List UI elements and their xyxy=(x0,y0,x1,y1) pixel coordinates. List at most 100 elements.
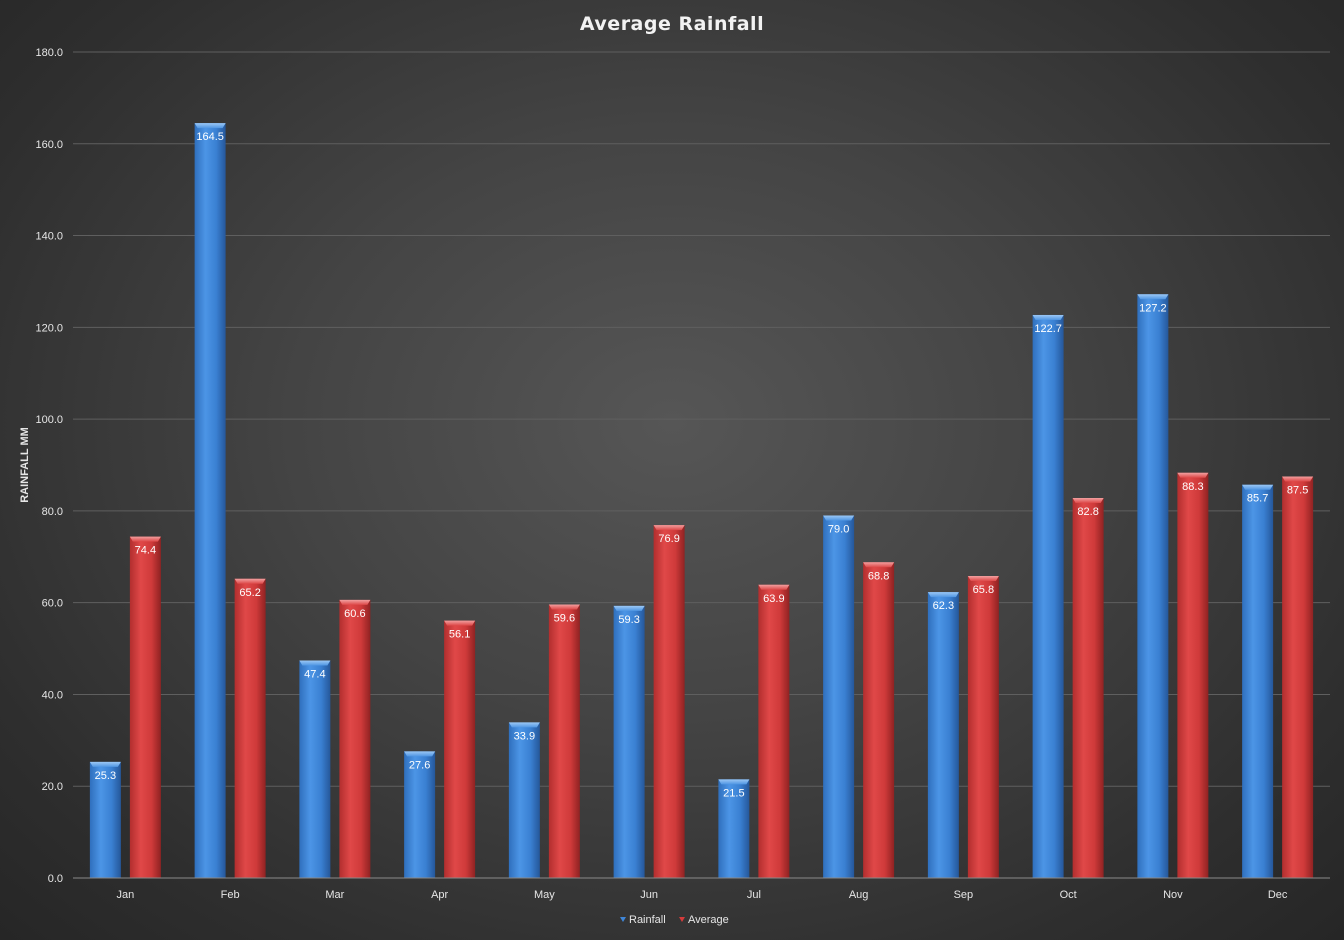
data-label-average: 68.8 xyxy=(868,570,889,582)
x-tick-label: Mar xyxy=(325,889,344,901)
y-tick-label: 40.0 xyxy=(42,689,63,701)
data-label-average: 65.2 xyxy=(239,587,260,599)
bar-average xyxy=(758,584,790,878)
bar-cap-rainfall xyxy=(823,515,855,521)
bar-average xyxy=(653,525,685,878)
bar-average xyxy=(967,576,999,878)
bar-rainfall xyxy=(1137,294,1169,878)
legend-label-rainfall: Rainfall xyxy=(629,914,666,926)
y-tick-label: 120.0 xyxy=(35,322,63,334)
bar-cap-rainfall xyxy=(718,779,750,785)
bar-average xyxy=(234,578,266,878)
y-axis-ticks: 0.0 20.0 40.0 60.0 80.0 100.0 120.0 140.0 160.0 1… xyxy=(35,47,63,885)
data-label-rainfall: 122.7 xyxy=(1034,323,1062,335)
bar-cap-average xyxy=(1177,472,1209,478)
bar-average xyxy=(1282,476,1314,878)
legend: Rainfall Average xyxy=(620,914,729,926)
legend-swatch-average xyxy=(679,917,685,922)
x-tick-label: Jun xyxy=(640,889,658,901)
grid-lines xyxy=(73,51,1330,787)
y-axis-label: RAINFALL MM xyxy=(19,427,31,503)
bar-cap-average xyxy=(758,584,790,590)
y-tick-label: 140.0 xyxy=(35,231,63,243)
data-label-rainfall: 25.3 xyxy=(95,770,116,782)
data-label-average: 87.5 xyxy=(1287,484,1308,496)
bar-cap-rainfall xyxy=(194,123,226,129)
bar-cap-rainfall xyxy=(508,722,540,728)
bar-average xyxy=(129,536,161,878)
y-tick-label: 20.0 xyxy=(42,781,63,793)
bars: 25.3 74.4 164.5 65.2 47.4 60.6 27.6 56.1 33.9 59.… xyxy=(89,123,1314,878)
bar-average xyxy=(1177,472,1209,878)
data-label-rainfall: 62.3 xyxy=(933,600,954,612)
bar-cap-average xyxy=(444,620,476,626)
data-label-rainfall: 33.9 xyxy=(514,730,535,742)
bar-rainfall xyxy=(1242,484,1274,878)
x-tick-label: Oct xyxy=(1060,889,1077,901)
bar-average xyxy=(1072,498,1104,878)
x-axis-ticks: Jan Feb Mar Apr May Jun Jul Aug Sep Oct Nov Dec xyxy=(117,889,1288,901)
bar-rainfall xyxy=(194,123,226,878)
bar-cap-rainfall xyxy=(89,761,121,767)
data-label-average: 56.1 xyxy=(449,629,470,641)
y-tick-label: 100.0 xyxy=(35,414,63,426)
x-tick-label: Dec xyxy=(1268,889,1288,901)
bar-cap-average xyxy=(129,536,161,542)
data-label-rainfall: 164.5 xyxy=(196,131,224,143)
x-tick-label: Jul xyxy=(747,889,761,901)
x-tick-label: Apr xyxy=(431,889,448,901)
y-tick-label: 160.0 xyxy=(35,139,63,151)
data-label-rainfall: 27.6 xyxy=(409,759,430,771)
bar-rainfall xyxy=(508,722,540,878)
data-label-rainfall: 127.2 xyxy=(1139,302,1167,314)
bar-cap-rainfall xyxy=(299,660,331,666)
bar-rainfall xyxy=(823,515,855,878)
bar-rainfall xyxy=(89,761,121,878)
bar-average xyxy=(863,562,895,878)
bar-cap-rainfall xyxy=(404,751,436,757)
bar-cap-rainfall xyxy=(1242,484,1274,490)
data-label-rainfall: 47.4 xyxy=(304,668,325,680)
bar-cap-average xyxy=(863,562,895,568)
y-tick-label: 80.0 xyxy=(42,506,63,518)
bar-cap-average xyxy=(1072,498,1104,504)
y-tick-label: 60.0 xyxy=(42,598,63,610)
bar-cap-rainfall xyxy=(1137,294,1169,300)
x-tick-label: Sep xyxy=(954,889,974,901)
x-tick-label: Feb xyxy=(221,889,240,901)
data-label-average: 76.9 xyxy=(658,533,679,545)
data-label-rainfall: 21.5 xyxy=(723,787,744,799)
data-label-average: 65.8 xyxy=(973,584,994,596)
legend-item-rainfall: Rainfall xyxy=(620,914,666,926)
bar-average xyxy=(444,620,476,878)
data-label-average: 74.4 xyxy=(135,545,156,557)
bar-cap-average xyxy=(234,578,266,584)
data-label-average: 63.9 xyxy=(763,593,784,605)
bar-cap-rainfall xyxy=(927,592,959,598)
y-tick-label: 180.0 xyxy=(35,47,63,59)
x-tick-label: Aug xyxy=(849,889,869,901)
bar-average xyxy=(339,599,371,878)
legend-item-average: Average xyxy=(679,914,729,926)
data-label-rainfall: 79.0 xyxy=(828,523,849,535)
bar-rainfall xyxy=(1032,314,1064,878)
data-label-average: 59.6 xyxy=(554,613,575,625)
bar-cap-average xyxy=(653,525,685,531)
legend-label-average: Average xyxy=(688,914,729,926)
data-label-rainfall: 85.7 xyxy=(1247,493,1268,505)
x-tick-label: Jan xyxy=(117,889,135,901)
bar-cap-rainfall xyxy=(613,605,645,611)
bar-cap-rainfall xyxy=(1032,314,1064,320)
bar-rainfall xyxy=(299,660,331,878)
data-label-average: 82.8 xyxy=(1077,506,1098,518)
bar-rainfall xyxy=(404,751,436,878)
data-label-average: 88.3 xyxy=(1182,481,1203,493)
bar-cap-average xyxy=(967,576,999,582)
bar-cap-average xyxy=(1282,476,1314,482)
legend-swatch-rainfall xyxy=(620,917,626,922)
chart-title: Average Rainfall xyxy=(580,13,764,35)
data-label-rainfall: 59.3 xyxy=(618,614,639,626)
x-tick-label: May xyxy=(534,889,555,901)
